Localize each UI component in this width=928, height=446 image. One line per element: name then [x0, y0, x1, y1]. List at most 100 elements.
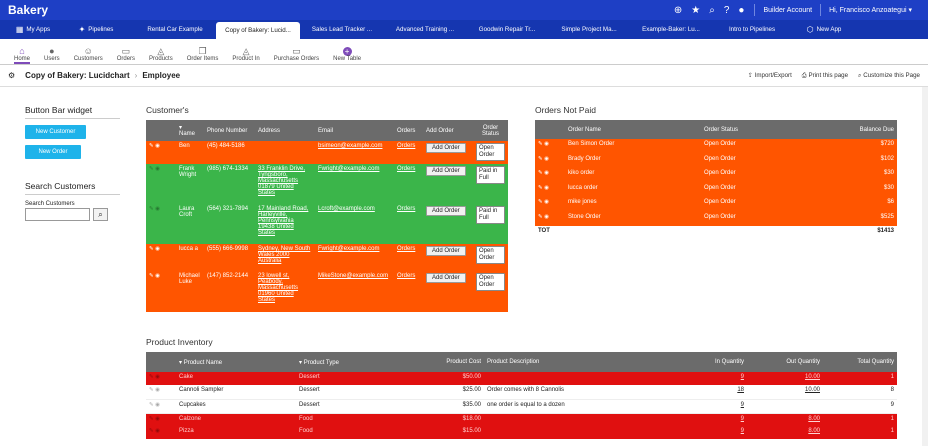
builder-account-link[interactable]: Builder Account: [763, 6, 813, 14]
tab-goodwin-repair[interactable]: Goodwin Repair Tr...: [466, 20, 548, 39]
customer-email[interactable]: Fwright@example.com: [318, 166, 380, 172]
row-actions[interactable]: ✎ ◉: [535, 183, 565, 198]
customer-orders-link[interactable]: Orders: [397, 206, 416, 212]
row-actions[interactable]: ✎ ◉: [146, 204, 176, 244]
row-actions[interactable]: ✎ ◉: [146, 426, 176, 439]
in-quantity-header[interactable]: In Quantity: [671, 352, 747, 372]
edit-icon[interactable]: ✎: [149, 246, 154, 252]
alert-icon[interactable]: ●: [738, 4, 745, 16]
row-actions[interactable]: ✎ ◉: [146, 385, 176, 399]
import-export-button[interactable]: ⇪ Import/Export: [748, 72, 792, 80]
search-input[interactable]: [25, 208, 90, 221]
search-icon[interactable]: ⌕: [709, 4, 715, 16]
add-order-button[interactable]: Add Order: [426, 273, 466, 283]
nav-new-table[interactable]: + New Table: [333, 47, 361, 64]
view-icon[interactable]: ◉: [544, 213, 549, 220]
nav-customers[interactable]: ☺ Customers: [74, 46, 103, 64]
breadcrumb-app[interactable]: Copy of Bakery: Lucidchart: [25, 71, 130, 80]
customer-orders-link[interactable]: Orders: [397, 166, 416, 172]
row-actions[interactable]: ✎ ◉: [146, 399, 176, 413]
product-type-header[interactable]: ▾ Product Type: [296, 352, 416, 372]
view-icon[interactable]: ◉: [544, 155, 549, 162]
tab-intro-pipelines[interactable]: Intro to Pipelines: [712, 20, 792, 39]
total-quantity-header[interactable]: Total Quantity: [823, 352, 897, 372]
customer-address[interactable]: [255, 141, 315, 164]
customer-email[interactable]: MikeStone@example.com: [318, 273, 389, 279]
row-actions[interactable]: ✎ ◉: [146, 164, 176, 204]
nav-home[interactable]: ⌂ Home: [14, 46, 31, 64]
product-cost-header[interactable]: Product Cost: [416, 352, 484, 372]
out-quantity[interactable]: 10.00: [804, 387, 820, 393]
star-icon[interactable]: ★: [691, 4, 701, 16]
edit-icon[interactable]: ✎: [149, 273, 154, 279]
gear-icon[interactable]: ⚙: [8, 71, 16, 80]
customer-orders-link[interactable]: Orders: [397, 273, 416, 279]
row-actions[interactable]: ✎ ◉: [146, 413, 176, 426]
orders-header[interactable]: Orders: [394, 120, 423, 141]
customize-page-button[interactable]: ⌕ Customize this Page: [858, 72, 920, 80]
tab-example-baker[interactable]: Example-Baker: Lu...: [630, 20, 712, 39]
name-header[interactable]: ▾ Name: [176, 120, 204, 141]
tab-advanced-training[interactable]: Advanced Training ...: [384, 20, 466, 39]
customer-address[interactable]: 33 Franklin Drive, Tyngsboro, Massachuse…: [258, 166, 306, 196]
order-status-header[interactable]: Order Status: [701, 120, 837, 139]
view-icon[interactable]: ◉: [155, 246, 160, 252]
phone-header[interactable]: Phone Number: [204, 120, 255, 141]
out-quantity[interactable]: 8.00: [808, 428, 820, 434]
add-order-header[interactable]: Add Order: [423, 120, 473, 141]
in-quantity[interactable]: 9: [740, 374, 744, 380]
customer-address[interactable]: 23 lowell st, Peabody, Massachusetts 019…: [258, 273, 299, 303]
edit-icon[interactable]: ✎: [538, 213, 543, 220]
row-actions[interactable]: ✎ ◉: [146, 244, 176, 271]
print-button[interactable]: ⎙ Print this page: [802, 72, 848, 80]
edit-icon[interactable]: ✎: [538, 199, 543, 205]
view-icon[interactable]: ◉: [155, 166, 160, 172]
view-icon[interactable]: ◉: [155, 143, 160, 149]
edit-icon[interactable]: ✎: [149, 374, 154, 380]
row-actions[interactable]: ✎ ◉: [535, 139, 565, 154]
view-icon[interactable]: ◉: [544, 199, 549, 205]
customer-email[interactable]: Fwright@example.com: [318, 246, 380, 252]
search-button[interactable]: ⌕: [93, 208, 108, 221]
add-order-button[interactable]: Add Order: [426, 166, 466, 176]
balance-due-header[interactable]: Balance Due: [837, 120, 897, 139]
view-icon[interactable]: ◉: [155, 401, 160, 408]
nav-products[interactable]: ◬ Products: [149, 46, 173, 64]
customer-email[interactable]: Lcroft@example.com: [318, 206, 375, 212]
out-quantity[interactable]: [747, 399, 823, 413]
edit-icon[interactable]: ✎: [149, 166, 154, 172]
out-quantity[interactable]: 8.00: [808, 415, 820, 422]
out-quantity-header[interactable]: Out Quantity: [747, 352, 823, 372]
add-order-button[interactable]: Add Order: [426, 143, 466, 153]
customer-address[interactable]: Sydney, New South Wales 2000 Australia: [258, 246, 311, 264]
tab-rental-car[interactable]: Rental Car Example: [134, 20, 216, 39]
view-icon[interactable]: ◉: [155, 387, 160, 393]
email-header[interactable]: Email: [315, 120, 394, 141]
row-actions[interactable]: ✎ ◉: [146, 271, 176, 312]
row-actions[interactable]: ✎ ◉: [146, 141, 176, 164]
product-name-header[interactable]: ▾ Product Name: [176, 352, 296, 372]
edit-icon[interactable]: ✎: [149, 415, 154, 422]
new-order-button[interactable]: New Order: [25, 145, 81, 159]
row-actions[interactable]: ✎ ◉: [535, 197, 565, 212]
product-description-header[interactable]: Product Description: [484, 352, 671, 372]
order-name-header[interactable]: Order Name: [565, 120, 701, 139]
row-actions[interactable]: ✎ ◉: [535, 212, 565, 227]
edit-icon[interactable]: ✎: [149, 143, 154, 149]
customer-email[interactable]: bsimeon@example.com: [318, 143, 383, 149]
edit-icon[interactable]: ✎: [538, 155, 543, 162]
in-quantity[interactable]: 9: [740, 428, 744, 434]
add-icon[interactable]: ⊕: [673, 4, 683, 16]
nav-users[interactable]: ● Users: [44, 46, 60, 64]
edit-icon[interactable]: ✎: [538, 184, 543, 191]
edit-icon[interactable]: ✎: [149, 206, 154, 212]
view-icon[interactable]: ◉: [155, 428, 160, 434]
view-icon[interactable]: ◉: [155, 415, 160, 422]
view-icon[interactable]: ◉: [544, 141, 549, 147]
customer-orders-link[interactable]: Orders: [397, 143, 416, 149]
row-actions[interactable]: ✎ ◉: [535, 168, 565, 183]
tab-simple-project[interactable]: Simple Project Ma...: [548, 20, 630, 39]
tab-sales-lead[interactable]: Sales Lead Tracker ...: [300, 20, 384, 39]
nav-purchase-orders[interactable]: ▭ Purchase Orders: [274, 46, 319, 64]
add-order-button[interactable]: Add Order: [426, 206, 466, 216]
